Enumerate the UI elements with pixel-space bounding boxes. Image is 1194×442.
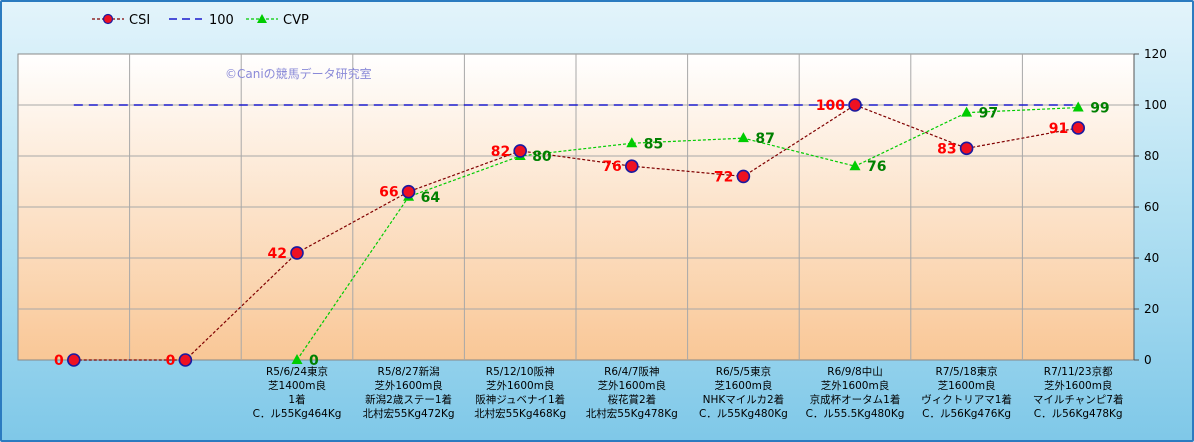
cvp-data-label: 0: [309, 353, 319, 369]
x-axis-labels: R5/6/24東京芝1400m良1着C．ル55Kg464KgR5/8/27新潟芝…: [253, 365, 1124, 420]
x-category-label: 芝1600m良: [714, 379, 772, 392]
x-category-label: R6/5/5東京: [716, 365, 771, 378]
cvp-point-marker: [849, 160, 861, 171]
y-tick-label: 40: [1144, 251, 1159, 265]
cvp-data-label: 80: [532, 149, 552, 165]
cvp-data-label: 99: [1090, 101, 1109, 117]
x-category-label: C．ル55Kg464Kg: [253, 408, 342, 420]
csi-point-marker: [401, 184, 416, 199]
x-category-label: 1着: [288, 393, 305, 406]
cvp-point-marker: [737, 132, 749, 143]
csi-point-marker: [178, 353, 193, 367]
cvp-data-label: 76: [867, 159, 886, 175]
y-tick-label: 100: [1144, 98, 1167, 112]
x-category-label: R6/9/8中山: [827, 365, 882, 378]
legend: CSI 100 CVP: [92, 13, 309, 28]
cvp-point-marker: [1072, 101, 1084, 112]
cvp-data-label: 85: [644, 136, 663, 152]
x-category-label: C．ル56Kg478Kg: [1034, 408, 1123, 420]
csi-data-label: 0: [54, 353, 64, 369]
x-category-label: C．ル55Kg480Kg: [699, 408, 788, 420]
csi-point-marker: [513, 144, 528, 158]
legend-cvp-label: CVP: [283, 13, 309, 28]
x-category-label: 芝外1600m良: [486, 379, 554, 392]
cvp-point-marker: [961, 106, 973, 117]
x-category-label: 芝外1600m良: [374, 379, 442, 392]
y-tick-label: 120: [1144, 47, 1167, 61]
x-category-label: R7/11/23京都: [1044, 365, 1113, 378]
legend-100-label: 100: [209, 13, 234, 28]
x-category-label: 京成杯オータム1着: [810, 393, 901, 406]
cvp-point-marker: [291, 354, 303, 364]
y-tick-label: 0: [1144, 353, 1152, 367]
x-category-label: C．ル55.5Kg480Kg: [806, 408, 905, 420]
x-category-label: R5/8/27新潟: [378, 365, 440, 378]
x-category-label: 芝1400m良: [268, 379, 326, 392]
csi-point-marker: [959, 141, 974, 156]
csi-data-label: 100: [816, 98, 845, 114]
csi-data-label: 42: [268, 246, 287, 262]
x-category-label: R5/12/10阪神: [486, 365, 555, 378]
x-category-label: 北村宏55Kg478Kg: [586, 407, 678, 420]
y-tick-label: 60: [1144, 200, 1159, 214]
cvp-data-label: 64: [421, 190, 441, 206]
cvp-point-marker: [626, 137, 638, 148]
csi-point-marker: [624, 159, 639, 173]
legend-cvp-marker: [257, 14, 267, 23]
y-tick-label: 80: [1144, 149, 1159, 163]
cvp-data-label: 87: [755, 131, 774, 147]
x-category-label: 北村宏55Kg468Kg: [474, 407, 566, 420]
x-category-label: R7/5/18東京: [936, 365, 998, 378]
csi-point-marker: [290, 246, 304, 260]
csi-data-label: 83: [937, 141, 956, 157]
x-category-label: R5/6/24東京: [266, 365, 328, 378]
x-category-label: 桜花賞2着: [607, 393, 656, 406]
csi-data-label: 72: [714, 169, 733, 185]
x-category-label: ヴィクトリアマ1着: [921, 393, 1012, 406]
y-axis: 0 20 40 60 80 100 120: [1133, 47, 1167, 367]
csi-data-label: 82: [491, 144, 510, 160]
series-layer: 0 64 80 85 87 76 97 99 0 0 42 66 82 76 72 100 83 91: [54, 98, 1110, 369]
x-category-label: 阪神ジュベナイ1着: [475, 393, 565, 406]
x-category-label: 芝外1600m良: [821, 379, 889, 392]
legend-csi-label: CSI: [129, 13, 150, 28]
x-category-label: マイルチャンピ7着: [1033, 393, 1124, 406]
x-category-label: 芝外1600m良: [598, 379, 666, 392]
x-category-label: 芝1600m良: [938, 379, 996, 392]
csi-data-label: 91: [1049, 121, 1068, 137]
x-category-label: 芝外1600m良: [1044, 379, 1112, 392]
csi-point-marker: [67, 353, 81, 367]
watermark-text: ©Caniの競馬データ研究室: [225, 66, 372, 81]
series-cvp-line: [296, 106, 1079, 361]
cvp-data-label: 97: [979, 106, 998, 122]
x-category-label: C．ル56Kg476Kg: [922, 408, 1011, 420]
csi-point-marker: [848, 98, 862, 112]
csi-data-label: 66: [379, 185, 398, 201]
csi-data-label: 76: [602, 159, 621, 175]
x-category-label: R6/4/7阪神: [604, 365, 659, 378]
x-category-label: 北村宏55Kg472Kg: [363, 407, 455, 420]
legend-csi-marker: [102, 13, 114, 25]
y-tick-label: 20: [1144, 302, 1159, 316]
csi-data-label: 0: [166, 353, 176, 369]
x-category-label: NHKマイルカ2着: [703, 393, 785, 406]
csi-point-marker: [1071, 121, 1085, 135]
x-category-label: 新潟2歳ステー1着: [365, 393, 452, 406]
csi-point-marker: [736, 169, 751, 184]
